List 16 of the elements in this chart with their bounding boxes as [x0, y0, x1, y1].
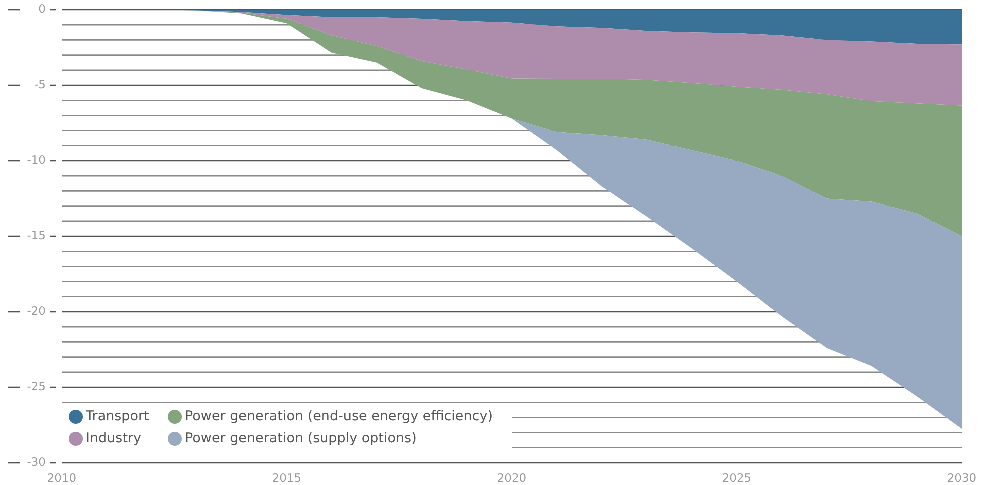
- y-tick-label: -20: [27, 304, 46, 318]
- x-tick-label: 2030: [947, 471, 977, 485]
- x-tick-label: 2015: [272, 471, 302, 485]
- x-tick-label: 2020: [497, 471, 527, 485]
- legend-label: Power generation (supply options): [185, 430, 417, 447]
- y-tick-label: -10: [27, 153, 46, 168]
- legend-label: Transport: [85, 408, 150, 425]
- x-tick-label: 2025: [722, 471, 752, 485]
- y-tick-label: -30: [27, 455, 46, 470]
- y-tick-label: -25: [27, 380, 46, 394]
- y-tick-label: -15: [27, 228, 46, 243]
- legend-label: Industry: [86, 430, 142, 447]
- y-tick-label: -5: [34, 78, 46, 92]
- x-tick-label: 2010: [47, 471, 77, 485]
- legend-label: Power generation (end-use energy efficiency): [185, 408, 493, 425]
- y-tick-label: 0: [38, 2, 46, 16]
